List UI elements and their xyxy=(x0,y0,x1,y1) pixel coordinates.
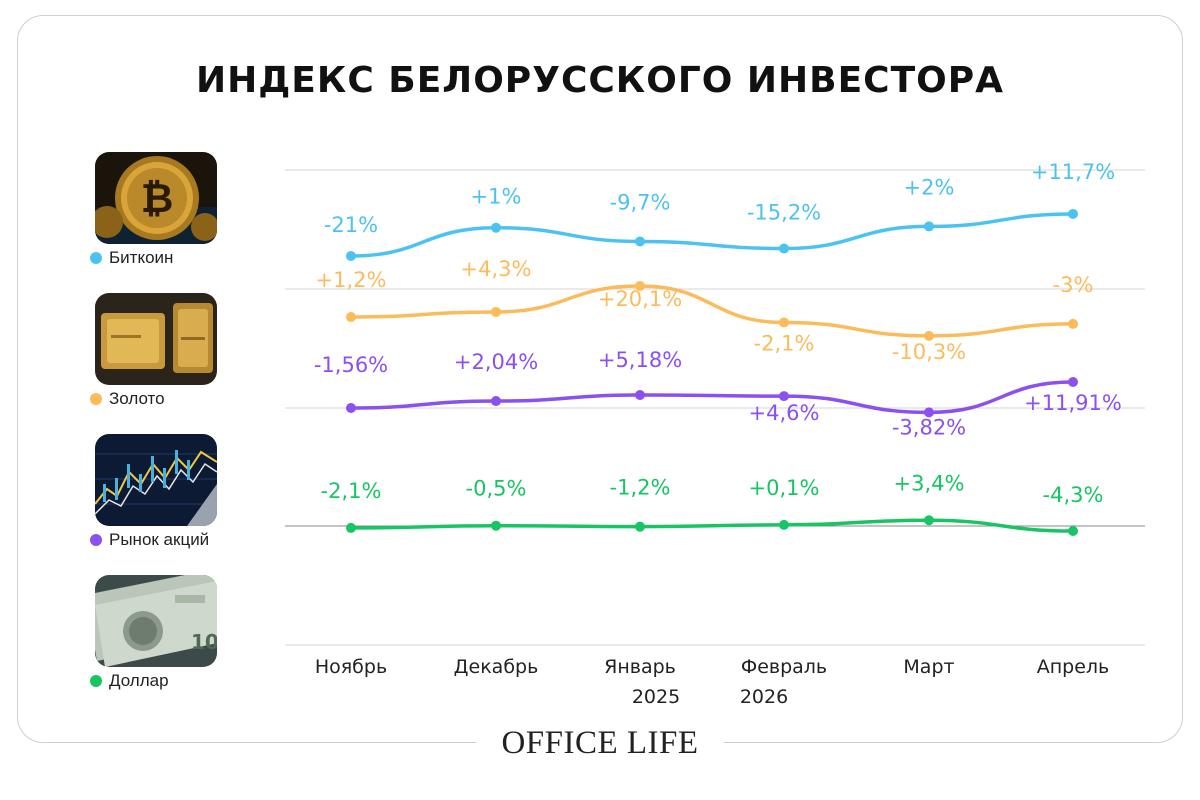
data-point xyxy=(924,330,934,341)
data-point xyxy=(491,306,501,317)
x-tick-label: Февраль xyxy=(741,656,827,678)
data-point xyxy=(779,391,789,402)
data-label: +4,3% xyxy=(461,257,532,281)
svg-text:100: 100 xyxy=(191,630,217,654)
dollar-banknotes-photo: 100 xyxy=(95,575,217,667)
data-point xyxy=(346,522,356,533)
data-label: +11,7% xyxy=(1031,160,1115,184)
data-label: +5,18% xyxy=(598,348,682,372)
data-point xyxy=(1068,318,1078,329)
data-point xyxy=(346,403,356,414)
data-point xyxy=(924,221,934,232)
data-label: +11,91% xyxy=(1024,391,1122,415)
series-line xyxy=(349,212,1075,258)
svg-text:₿: ₿ xyxy=(141,176,174,222)
data-point xyxy=(924,515,934,526)
brand-logo: OFFICE LIFE xyxy=(476,724,724,762)
data-point xyxy=(1068,377,1078,387)
data-point xyxy=(924,407,934,418)
series-0: -21% +1% -9,7% -15,2% +2% +11,7% xyxy=(324,160,1115,261)
legend-label-stocks: Рынок акций xyxy=(109,530,210,549)
series-line xyxy=(349,518,1075,533)
legend-dot-dollar xyxy=(90,675,102,687)
x-tick-label: Январь xyxy=(604,656,676,678)
data-label: -10,3% xyxy=(892,340,966,364)
data-label: -21% xyxy=(324,213,378,237)
data-label: +1,2% xyxy=(316,268,387,292)
data-label: +2% xyxy=(904,175,955,199)
legend-label-dollar: Доллар xyxy=(109,671,169,690)
data-point xyxy=(491,396,501,407)
data-label: -0,5% xyxy=(466,477,527,501)
data-label: -4,3% xyxy=(1043,483,1104,507)
data-label: +3,4% xyxy=(894,471,965,495)
data-point xyxy=(635,281,645,291)
data-point xyxy=(635,521,645,532)
data-point xyxy=(635,389,645,400)
data-point xyxy=(779,519,789,530)
data-point xyxy=(491,222,501,233)
page-title: ИНДЕКС БЕЛОРУССКОГО ИНВЕСТОРА xyxy=(195,60,1005,101)
legend-label-gold: Золото xyxy=(109,389,165,408)
legend-dot-gold xyxy=(90,393,102,405)
x-tick-label: Декабрь xyxy=(454,656,539,678)
series-line xyxy=(349,380,1075,415)
data-point xyxy=(779,317,789,328)
data-point xyxy=(491,520,501,531)
bitcoin-coin-photo: ₿ xyxy=(95,152,217,244)
legend-dot-bitcoin xyxy=(90,252,102,264)
x-tick-label: Ноябрь xyxy=(315,656,387,678)
data-label: -9,7% xyxy=(610,190,671,214)
data-point xyxy=(1068,526,1078,536)
data-label: -2,1% xyxy=(754,331,815,355)
data-label: -1,56% xyxy=(314,353,388,377)
x-tick-label: Март xyxy=(903,656,954,678)
data-label: -1,2% xyxy=(610,476,671,500)
data-point xyxy=(779,243,789,254)
data-label: -3,82% xyxy=(892,415,966,439)
data-label: +0,1% xyxy=(749,476,820,500)
series-line xyxy=(349,284,1075,338)
data-label: -2,1% xyxy=(321,479,382,503)
data-point xyxy=(1068,208,1078,219)
data-point xyxy=(346,312,356,323)
chart-gridlines xyxy=(285,169,1145,646)
chart-x-axis: Ноябрь Декабрь Январь 2025 Февраль 2026 Март Ап… xyxy=(315,656,1109,708)
legend-dot-stocks xyxy=(90,534,102,546)
data-label: -3% xyxy=(1053,273,1094,297)
data-label: +2,04% xyxy=(454,350,538,374)
legend-label-bitcoin: Биткоин xyxy=(109,248,174,267)
data-label: +20,1% xyxy=(598,287,682,311)
series-1: +1,2% +4,3% +20,1% -2,1% -10,3% -3% xyxy=(316,257,1094,364)
x-tick-sublabel: 2025 xyxy=(632,686,680,708)
gold-bars-photo xyxy=(95,293,217,385)
series-3: -2,1% -0,5% -1,2% +0,1% +3,4% -4,3% xyxy=(321,471,1104,536)
x-tick-label: Апрель xyxy=(1037,656,1110,678)
data-label: +4,6% xyxy=(749,401,820,425)
data-point xyxy=(346,251,356,261)
data-point xyxy=(635,236,645,247)
series-2: -1,56% +2,04% +5,18% +4,6% -3,82% +11,91% xyxy=(314,348,1122,439)
chart-series: -21% +1% -9,7% -15,2% +2% +11,7% +1,2% +4,3% +20… xyxy=(314,160,1122,536)
data-label: +1% xyxy=(471,185,522,209)
stock-chart-photo xyxy=(95,434,217,526)
x-tick-sublabel: 2026 xyxy=(740,686,788,708)
data-label: -15,2% xyxy=(747,201,821,225)
